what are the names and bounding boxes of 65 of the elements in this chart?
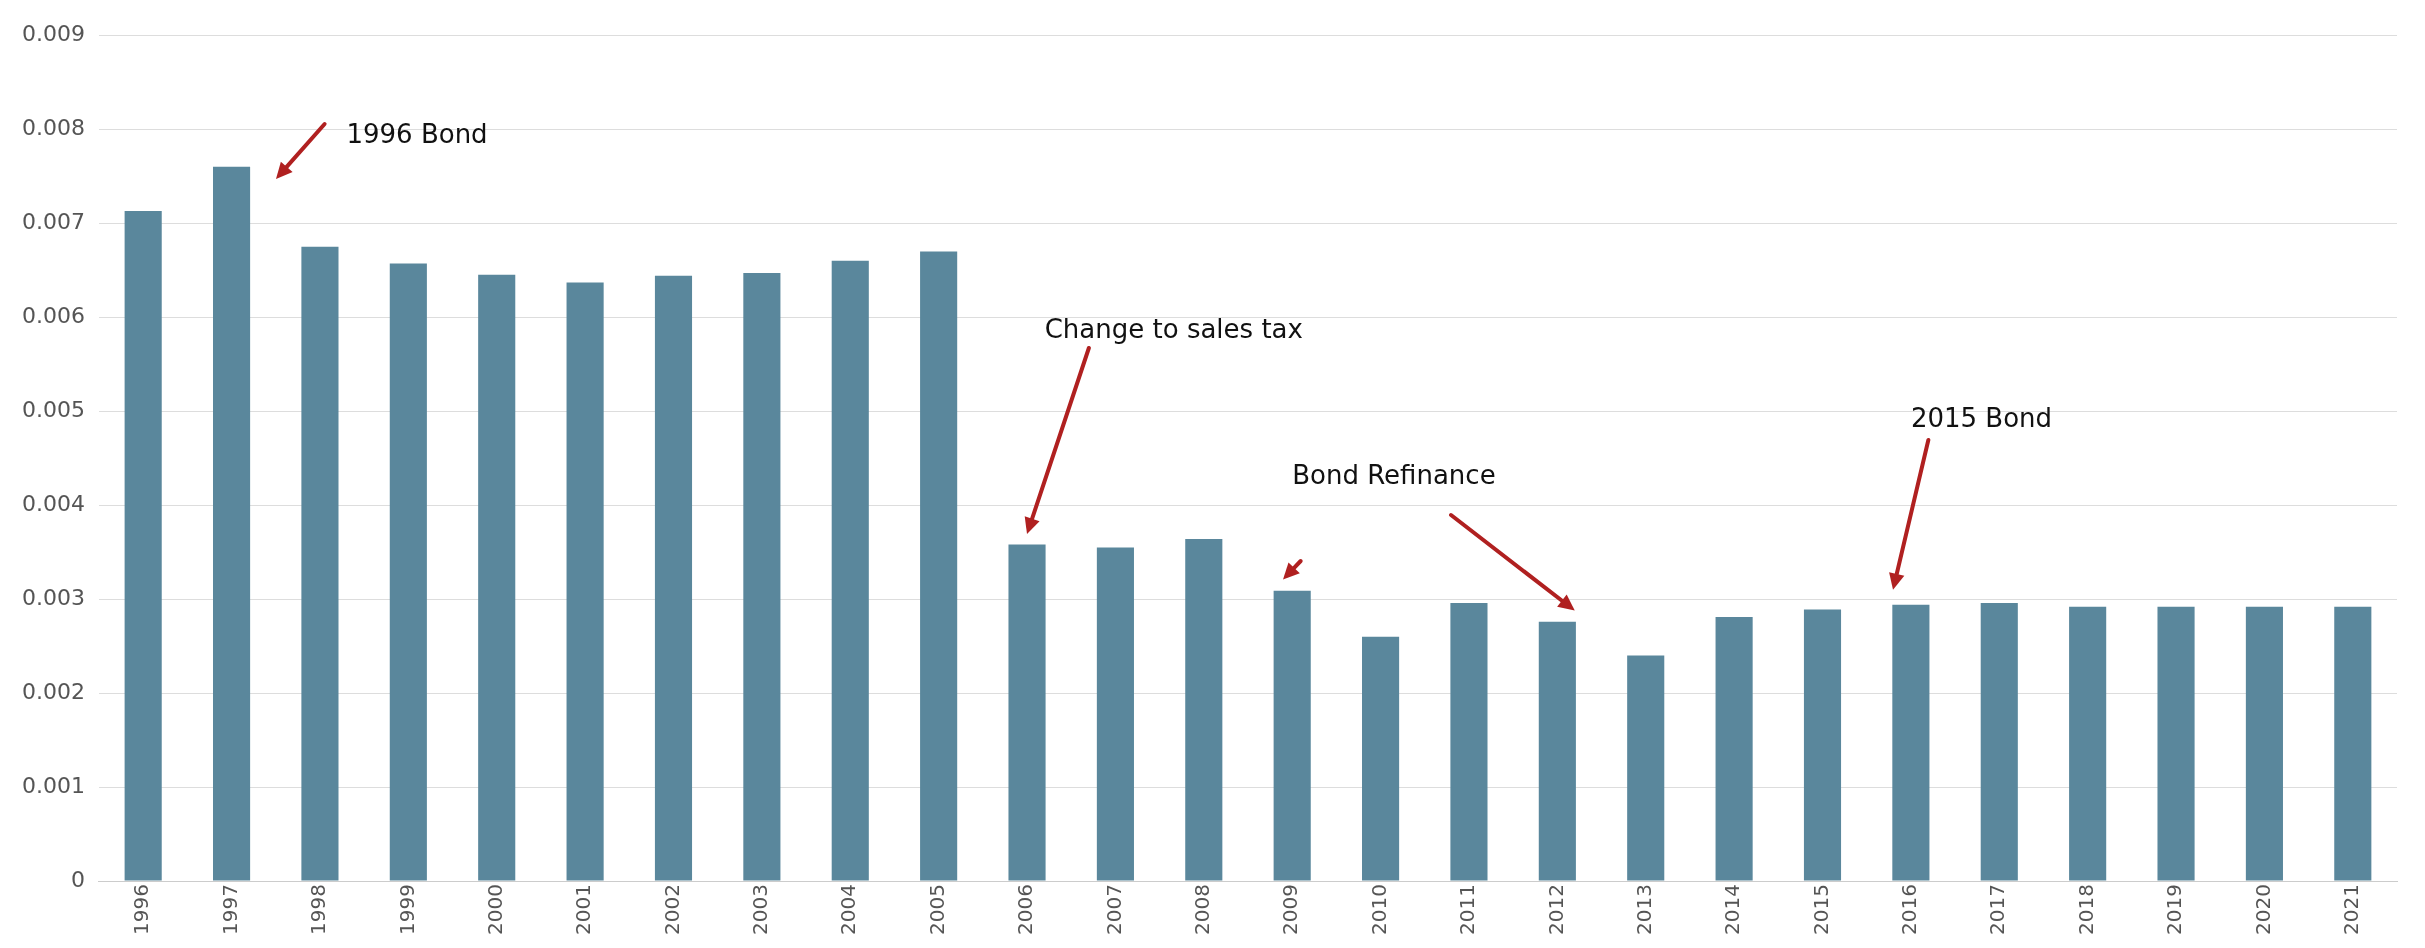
bar xyxy=(2069,606,2107,881)
x-tick-label: 1996 xyxy=(129,884,154,936)
x-tick-label: 2010 xyxy=(1366,884,1391,936)
y-tick-label: 0.004 xyxy=(22,490,85,516)
x-tick-label: 2019 xyxy=(2162,884,2187,936)
bar xyxy=(1715,616,1753,881)
bar xyxy=(1008,544,1046,881)
y-tick-label: 0.001 xyxy=(22,772,85,798)
x-tick-label: 2015 xyxy=(1808,884,1833,936)
y-tick-label: 0.006 xyxy=(22,302,85,328)
x-tick-label: 2006 xyxy=(1013,884,1038,936)
x-tick-label: 2002 xyxy=(659,884,684,936)
x-tick-label: 2008 xyxy=(1190,884,1214,936)
bar xyxy=(1273,590,1311,881)
bar xyxy=(1185,538,1223,881)
bar xyxy=(1980,602,2018,881)
x-tick-label: 2021 xyxy=(2339,884,2364,936)
bar xyxy=(2157,606,2195,881)
x-tick-label: 2014 xyxy=(1720,884,1745,936)
x-tick-label: 1999 xyxy=(394,884,419,936)
x-tick-label: 1998 xyxy=(306,884,331,936)
bar xyxy=(566,282,604,881)
bar xyxy=(124,210,162,881)
y-tick-label: 0.009 xyxy=(22,20,85,46)
x-tick-label: 2017 xyxy=(1985,884,2010,936)
bar xyxy=(478,274,516,881)
x-tick-label: 2005 xyxy=(924,884,949,936)
x-tick-label: 2003 xyxy=(748,884,773,936)
bar xyxy=(1892,604,1930,881)
x-tick-label: 2020 xyxy=(2250,884,2275,936)
y-tick-label: 0.002 xyxy=(22,678,85,704)
y-tick-label: 0.005 xyxy=(22,396,85,422)
y-tick-label: 0.003 xyxy=(22,584,85,610)
x-tick-label: 2012 xyxy=(1543,884,1568,936)
y-tick-label: 0.008 xyxy=(22,114,85,140)
bar xyxy=(213,166,251,881)
bar xyxy=(1096,547,1134,881)
x-tick-label: 2001 xyxy=(571,884,596,936)
bar xyxy=(2245,606,2283,881)
x-tick-label: 2018 xyxy=(2073,884,2098,936)
bar xyxy=(1803,609,1842,881)
bar xyxy=(1362,636,1400,881)
x-tick-label: 2009 xyxy=(1278,884,1303,936)
bar xyxy=(920,251,958,881)
bar xyxy=(1627,655,1665,881)
x-tick-label: 2011 xyxy=(1455,884,1480,936)
annotation: Change to sales tax xyxy=(1044,314,1303,345)
y-tick-label: 0.007 xyxy=(22,208,85,234)
annotation: 2015 Bond xyxy=(1910,402,2053,433)
x-tick-label: 1997 xyxy=(217,884,242,936)
bar xyxy=(654,275,693,881)
x-tick-label: 2016 xyxy=(1897,884,1922,936)
bar xyxy=(743,272,781,881)
bar xyxy=(2334,606,2372,881)
annotation: Bond Refinance xyxy=(1292,459,1496,490)
x-tick-label: 2007 xyxy=(1101,884,1126,936)
x-tick-label: 2000 xyxy=(482,884,507,936)
y-tick-label: 0 xyxy=(70,866,85,892)
annotation: 1996 Bond xyxy=(346,119,488,150)
bar xyxy=(389,263,427,881)
bar xyxy=(1538,621,1576,881)
x-tick-label: 2013 xyxy=(1631,884,1656,936)
bar xyxy=(831,260,869,881)
x-tick-label: 2004 xyxy=(836,884,861,936)
bar xyxy=(301,246,339,881)
